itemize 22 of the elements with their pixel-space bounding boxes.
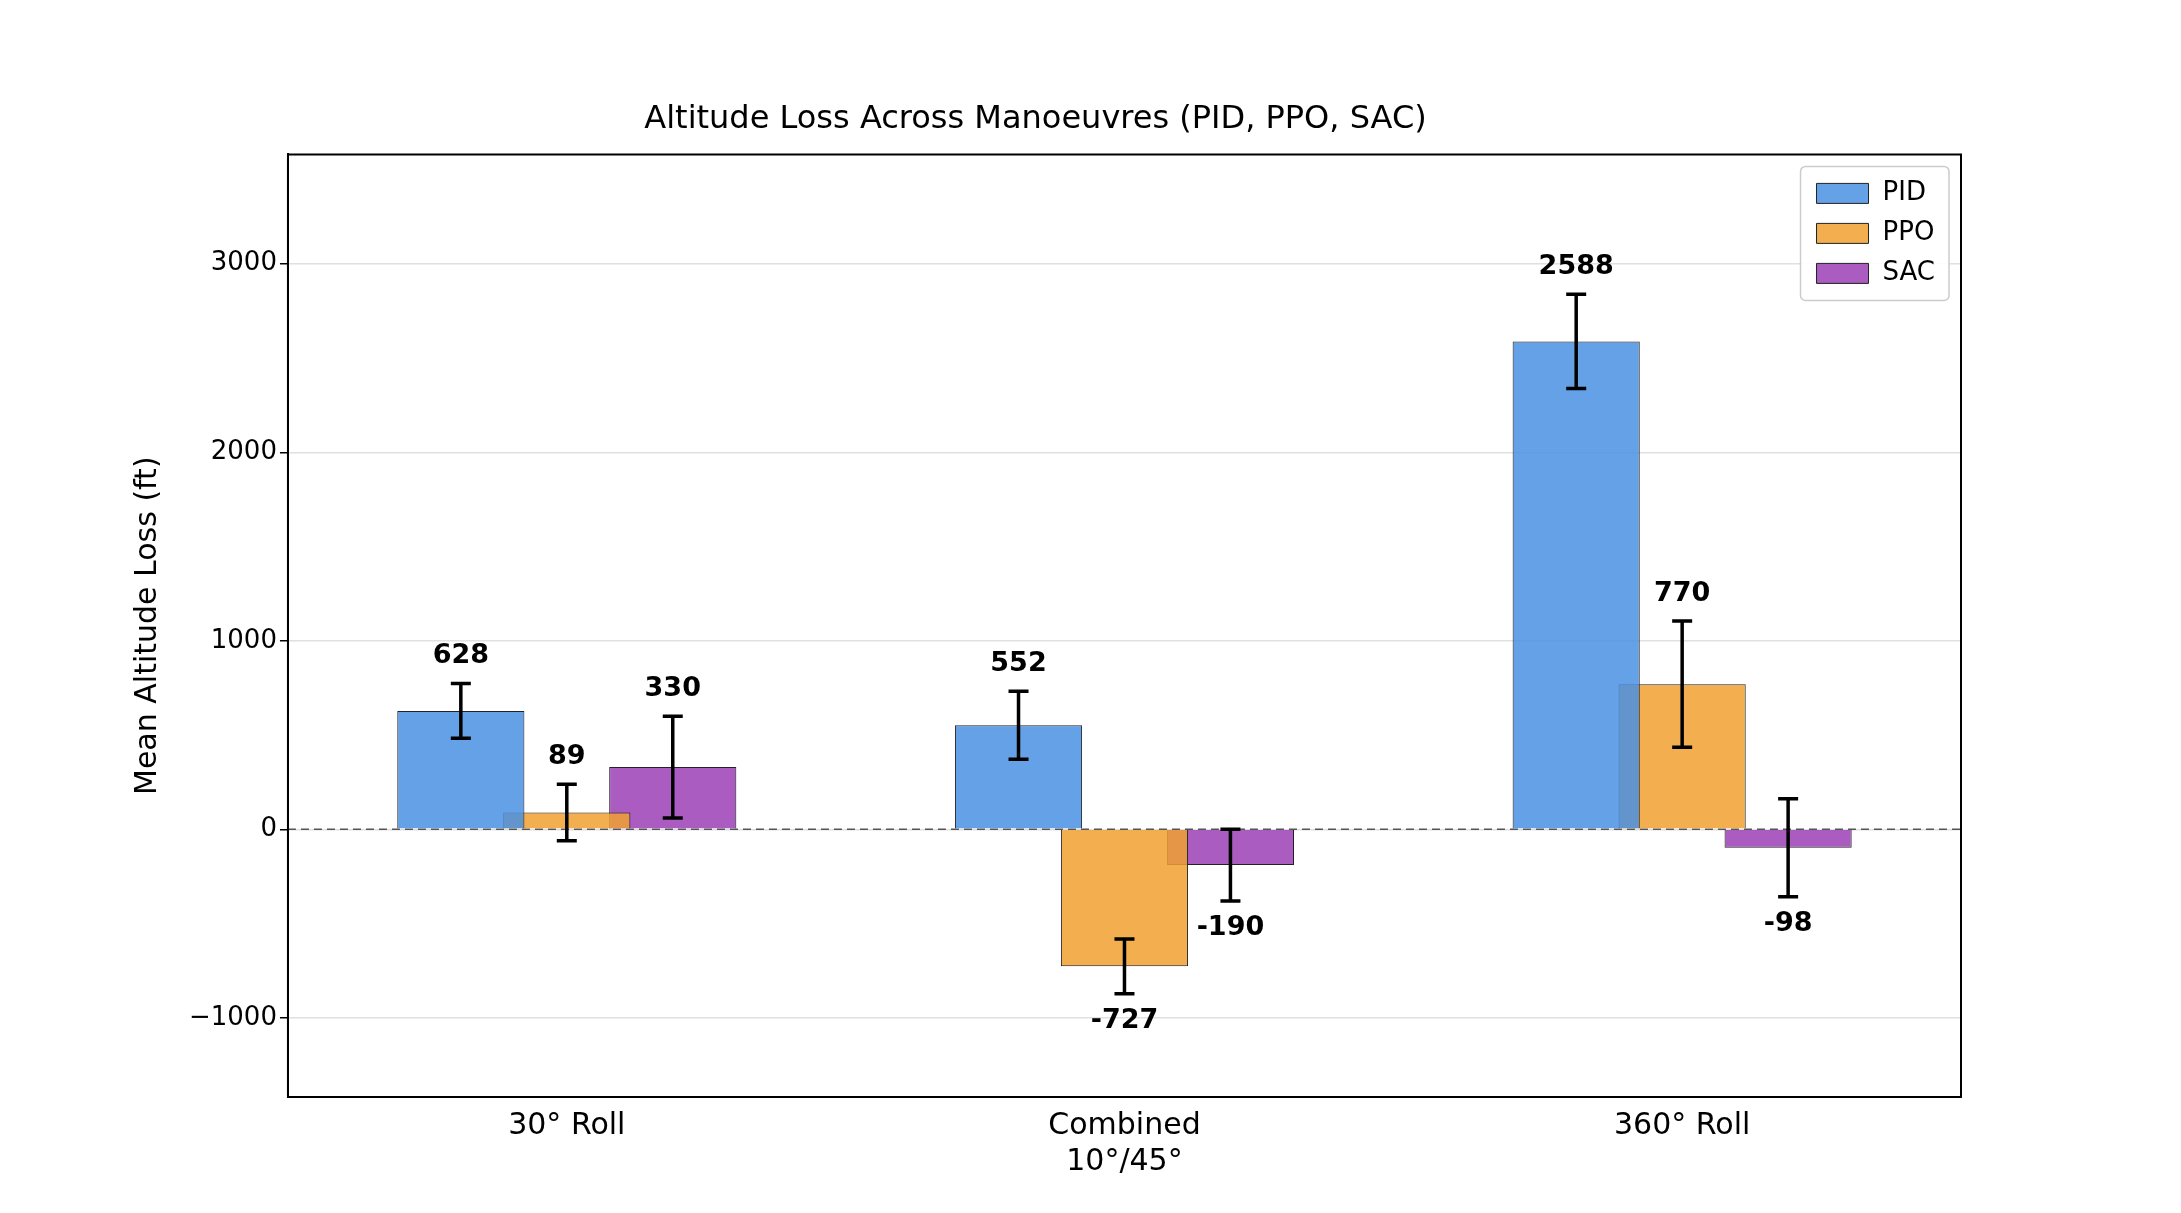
data-label: 89 (548, 738, 586, 770)
y-axis-title: Mean Altitude Loss (ft) (127, 456, 163, 795)
y-tick-label: 0 (260, 812, 277, 843)
y-tick-label: 3000 (210, 246, 277, 277)
legend-label: PPO (1882, 216, 1935, 247)
data-label: 770 (1653, 575, 1711, 607)
x-tick-label: 360° Roll (1613, 1105, 1751, 1141)
data-label: 628 (432, 638, 490, 670)
legend-label: PID (1882, 176, 1926, 207)
data-label: -190 (1196, 910, 1265, 942)
data-label: -98 (1763, 906, 1813, 938)
y-tick-label: 2000 (210, 435, 277, 466)
x-tick-label: Combined 10°/45° (1048, 1105, 1201, 1177)
data-label: 330 (644, 670, 701, 702)
x-tick-label: 30° Roll (508, 1105, 626, 1141)
chart-title: Altitude Loss Across Manoeuvres (PID, PPO, SAC) (644, 97, 1427, 136)
data-label: 2588 (1538, 248, 1614, 280)
y-tick-label: 1000 (210, 623, 277, 654)
y-tick-label: −1000 (189, 1000, 277, 1031)
data-label: 552 (990, 645, 1047, 677)
legend-label: SAC (1882, 256, 1936, 287)
data-label: -727 (1090, 1003, 1159, 1035)
